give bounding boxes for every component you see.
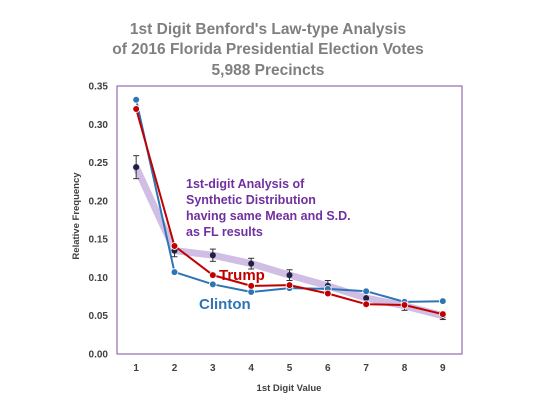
synthetic-point-3 xyxy=(209,252,216,259)
clinton-point-7 xyxy=(362,287,370,296)
clinton-series-label: Clinton xyxy=(199,296,251,313)
y-tick-label: 0.30 xyxy=(89,120,109,131)
trump-point-6 xyxy=(324,289,332,298)
trump-point-5 xyxy=(285,281,294,289)
y-axis-ticks: 0.00 0.05 0.10 0.15 0.20 0.25 0.30 0.35 xyxy=(89,82,109,361)
x-tick-label: 6 xyxy=(325,363,331,374)
trump-point-2 xyxy=(170,242,179,250)
x-tick-label: 1 xyxy=(133,363,139,374)
trump-series-label: Trump xyxy=(219,267,265,284)
data-points-layer xyxy=(132,95,447,319)
trump-point-1 xyxy=(132,105,140,113)
trump-point-3 xyxy=(209,271,217,279)
y-tick-label: 0.35 xyxy=(89,82,109,93)
trump-point-9 xyxy=(439,310,447,318)
synthetic-annotation: 1st-digit Analysis of Synthetic Distribu… xyxy=(186,177,351,239)
y-tick-label: 0.05 xyxy=(89,311,109,322)
y-tick-label: 0.25 xyxy=(89,158,109,169)
clinton-point-3 xyxy=(209,280,217,289)
plot-area-frame xyxy=(116,85,463,355)
x-tick-label: 7 xyxy=(363,363,369,374)
synthetic-annotation-line-2: Synthetic Distribution xyxy=(186,193,316,207)
trump-point-7 xyxy=(362,300,370,309)
clinton-point-2 xyxy=(170,268,179,276)
x-axis-ticks: 1 2 3 4 5 6 7 8 9 xyxy=(133,363,446,374)
x-tick-label: 2 xyxy=(172,363,178,374)
synthetic-annotation-line-3: having same Mean and S.D. xyxy=(186,209,351,223)
synthetic-annotation-line-4: as FL results xyxy=(186,225,263,239)
x-axis-label: 1st Digit Value xyxy=(257,383,322,394)
clinton-point-9 xyxy=(439,297,447,305)
y-tick-label: 0.20 xyxy=(89,196,109,207)
y-tick-label: 0.00 xyxy=(89,350,109,361)
x-tick-label: 5 xyxy=(287,363,293,374)
synthetic-point-5 xyxy=(286,272,293,279)
trump-point-8 xyxy=(400,301,409,309)
x-tick-label: 4 xyxy=(248,363,254,374)
y-axis-label: Relative Frequency xyxy=(71,172,82,260)
synthetic-point-4 xyxy=(248,260,255,267)
synthetic-annotation-line-1: 1st-digit Analysis of xyxy=(186,177,305,191)
chart-title: 1st Digit Benford's Law-type Analysis of… xyxy=(112,21,424,79)
chart-title-line-3: 5,988 Precincts xyxy=(212,62,325,79)
clinton-point-1 xyxy=(132,95,140,104)
x-tick-label: 3 xyxy=(210,363,216,374)
chart-title-line-1: 1st Digit Benford's Law-type Analysis xyxy=(130,21,406,38)
synthetic-point-1 xyxy=(133,164,140,171)
y-tick-label: 0.15 xyxy=(89,235,109,246)
y-tick-label: 0.10 xyxy=(89,273,109,284)
x-tick-label: 8 xyxy=(402,363,408,374)
trump-point-4 xyxy=(247,282,255,290)
x-tick-label: 9 xyxy=(440,363,446,374)
chart-title-line-2: of 2016 Florida Presidential Election Vo… xyxy=(112,41,424,58)
synthetic-point-7 xyxy=(363,295,370,302)
